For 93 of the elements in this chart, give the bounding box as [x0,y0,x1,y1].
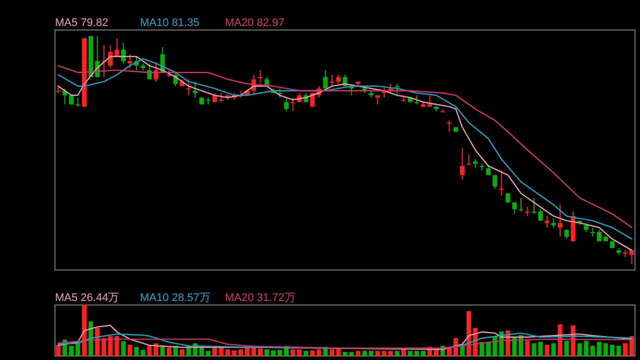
text: MA20 31.72万 [225,292,296,304]
bar [336,348,341,356]
candlestick [186,78,191,96]
bar [362,350,367,356]
bar [56,345,61,356]
bar [584,340,588,356]
candlestick [323,70,328,89]
bar [297,349,302,356]
candlestick [492,174,498,190]
bar [238,349,244,356]
candlestick [284,97,289,112]
candlestick [290,97,296,112]
bar [134,346,139,356]
bar [140,350,146,356]
candlestick [128,54,132,68]
candlestick [518,197,524,212]
bar [304,350,308,356]
text: MA20 82.97 [225,17,284,29]
candlestick [258,70,263,84]
bar [330,349,334,356]
bar [225,349,230,356]
bar [564,340,569,356]
candlestick [558,204,562,238]
candlestick [121,42,126,64]
candlestick [446,120,452,132]
candlestick [584,222,588,233]
bar [290,349,296,356]
bar [128,344,132,356]
bar [121,341,126,356]
bar [388,350,393,356]
bar [551,343,556,356]
candlestick [544,216,550,228]
bar [69,346,74,356]
candlestick [466,154,472,165]
candlestick [330,74,334,87]
bar [114,336,120,356]
bar [408,350,412,356]
bar [466,311,472,356]
bar [603,343,608,356]
bar [316,349,322,356]
bar [544,344,550,356]
bar [610,344,614,356]
candlestick [590,227,595,238]
candlestick [192,81,198,98]
bar [310,350,315,356]
bar [394,350,400,356]
bar [251,347,256,356]
bar [622,343,628,356]
bar [356,350,360,356]
candlestick [525,206,530,217]
candlestick [336,74,341,84]
bar [375,350,380,356]
bar [95,328,100,356]
candlestick [114,38,120,58]
candlestick [499,170,504,196]
candlestick [629,250,634,264]
bar [480,342,484,356]
text: MA10 28.57万 [140,292,210,304]
candlestick [460,147,465,180]
bar [232,350,236,356]
candlestick [218,92,224,103]
bar [486,342,491,356]
bar [414,350,419,356]
text: MA10 81.35 [140,17,200,29]
bar [206,350,210,356]
candlestick [394,83,400,96]
bar [596,342,602,356]
bar [212,347,217,356]
bar [264,349,270,356]
bar [102,338,106,356]
bar [577,343,582,356]
bar [590,346,595,356]
text: MA5 79.82 [55,17,108,29]
bar [244,347,250,356]
bar [629,336,634,356]
bar [525,340,530,356]
candlestick [414,94,419,105]
bar [218,347,224,356]
bar [278,350,282,356]
bar [368,350,374,356]
bar [166,347,172,356]
bar [258,348,263,356]
bar [82,305,87,356]
candlestick [154,62,158,82]
text: MA5 26.44万 [55,292,120,304]
candlestick [147,62,152,80]
bar [616,346,621,356]
bar [420,350,426,356]
bar [271,350,276,356]
candlestick [76,97,80,108]
bar [108,336,113,356]
bar [180,349,184,356]
bar [382,350,386,356]
